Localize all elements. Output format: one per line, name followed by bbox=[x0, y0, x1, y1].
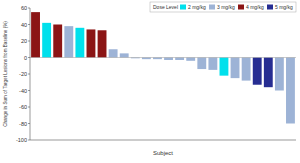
bar bbox=[197, 58, 206, 70]
bar bbox=[31, 12, 40, 57]
tick bbox=[28, 123, 30, 124]
legend-swatch bbox=[267, 5, 273, 10]
legend-label: 4 mg/kg bbox=[246, 4, 264, 10]
bar bbox=[42, 23, 51, 58]
bar bbox=[98, 30, 107, 57]
bar bbox=[64, 26, 73, 57]
chart: -100 -80 -60 -40 -20 0 20 40 60 Change in Sum of … bbox=[0, 0, 300, 163]
tick bbox=[28, 90, 30, 91]
tick-label: 40 bbox=[21, 22, 27, 28]
x-label: Subject bbox=[153, 150, 173, 156]
bar bbox=[275, 58, 284, 91]
tick bbox=[28, 107, 30, 108]
tick bbox=[28, 8, 30, 9]
tick-label: -60 bbox=[19, 104, 27, 110]
legend-label: 5 mg/kg bbox=[275, 4, 293, 10]
bar bbox=[242, 58, 251, 81]
tick bbox=[28, 41, 30, 42]
bar bbox=[109, 49, 118, 57]
tick-label: 60 bbox=[21, 5, 27, 11]
legend: Dose Level 2 mg/kg 3 mg/kg 4 mg/kg 5 mg/kg bbox=[150, 2, 296, 12]
tick bbox=[28, 140, 30, 141]
legend-swatch bbox=[209, 5, 215, 10]
bar bbox=[220, 58, 229, 76]
bar bbox=[231, 58, 240, 79]
legend-swatch bbox=[180, 5, 186, 10]
bar bbox=[208, 58, 217, 70]
tick-label: 20 bbox=[21, 38, 27, 44]
tick-label: -100 bbox=[16, 137, 27, 143]
legend-label: 3 mg/kg bbox=[217, 4, 235, 10]
legend-title: Dose Level bbox=[153, 4, 178, 10]
bar bbox=[186, 58, 195, 61]
bar bbox=[164, 58, 173, 60]
y-label: Change in Sum of Target Lesions from Bas… bbox=[3, 21, 8, 127]
tick-label: -80 bbox=[19, 121, 27, 127]
bar bbox=[264, 58, 273, 88]
x-axis bbox=[30, 140, 296, 141]
tick-label: -40 bbox=[19, 88, 27, 94]
bar bbox=[120, 53, 129, 57]
legend-label: 2 mg/kg bbox=[188, 4, 206, 10]
legend-box bbox=[150, 2, 296, 12]
tick bbox=[28, 74, 30, 75]
tick-label: 0 bbox=[24, 55, 27, 61]
tick-label: -20 bbox=[19, 71, 27, 77]
bar bbox=[286, 58, 295, 124]
bar bbox=[175, 58, 184, 60]
bar bbox=[87, 29, 96, 57]
tick bbox=[28, 57, 30, 58]
zero-line bbox=[30, 57, 296, 58]
bar bbox=[53, 25, 62, 58]
bar bbox=[75, 28, 84, 58]
bars bbox=[31, 12, 295, 123]
tick bbox=[28, 24, 30, 25]
legend-swatch bbox=[238, 5, 244, 10]
bar bbox=[253, 58, 262, 85]
